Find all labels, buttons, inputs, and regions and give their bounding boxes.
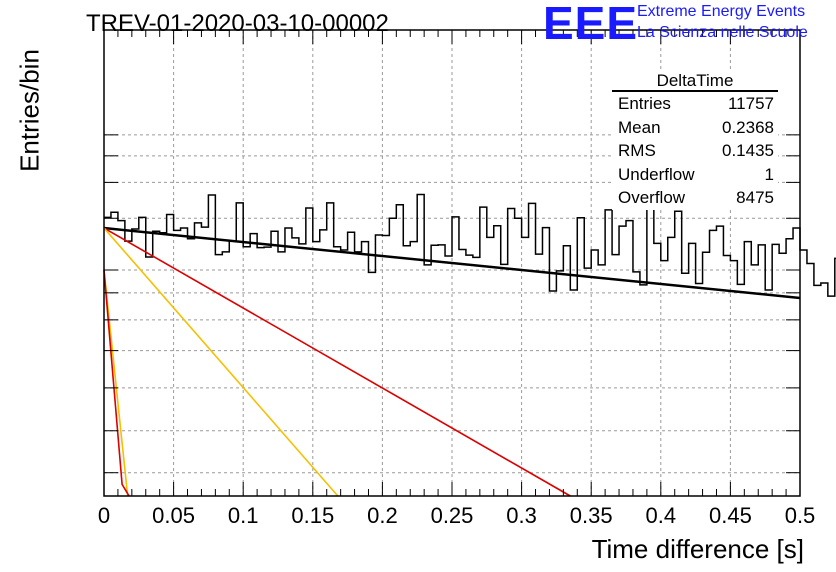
stats-value: 11757: [727, 94, 774, 113]
stats-label: Overflow: [618, 188, 686, 207]
x-tick-label: 0.05: [152, 503, 195, 528]
stats-row: Entries 11757: [612, 92, 778, 116]
x-tick-label: 0: [98, 503, 110, 528]
stats-row: RMS 0.1435: [612, 139, 778, 163]
x-tick-label: 0.15: [291, 503, 334, 528]
x-tick-label: 0.3: [506, 503, 537, 528]
logo-line-1: Extreme Energy Events: [637, 3, 806, 20]
x-tick-label: 0.25: [431, 503, 474, 528]
eee-logo: EEE: [543, 0, 639, 49]
x-axis-label: Time difference [s]: [591, 534, 804, 564]
stats-value: 1: [764, 164, 774, 184]
stats-title: DeltaTime: [612, 72, 778, 92]
stats-value: 8475: [736, 188, 774, 207]
histogram: [104, 193, 836, 297]
stats-label: Mean: [618, 117, 661, 137]
stats-label: RMS: [618, 141, 656, 160]
x-tick-labels: 0 0.05 0.1 0.15 0.2 0.25 0.3 0.35 0.4 0.45 0.5: [98, 503, 815, 528]
fit-line-1: [103, 227, 571, 497]
x-tick-label: 0.1: [228, 503, 259, 528]
stats-label: Underflow: [618, 164, 695, 184]
fit-lines: [103, 226, 801, 497]
x-tick-label: 0.4: [646, 503, 677, 528]
x-tick-label: 0.35: [570, 503, 613, 528]
fit-line-black: [103, 226, 801, 300]
y-axis-label: Entries/bin: [14, 49, 45, 172]
stats-label: Entries: [618, 94, 671, 113]
stats-value: 0.1435: [722, 141, 774, 160]
stats-row: Overflow 8475: [612, 186, 778, 210]
x-tick-label: 0.2: [367, 503, 398, 528]
axes: [103, 29, 801, 497]
fit-line-2: [103, 227, 339, 497]
logo-line-2: La Scienza nelle Scuole: [637, 24, 808, 41]
fit-line-4: [103, 269, 130, 497]
stats-value: 0.2368: [722, 117, 774, 137]
x-tick-label: 0.45: [709, 503, 752, 528]
stats-row: Underflow 1: [612, 163, 778, 187]
chart-title: TREV-01-2020-03-10-00002: [86, 10, 389, 37]
histogram-outline: [104, 193, 836, 297]
stats-row: Mean 0.2368: [612, 116, 778, 140]
x-tick-label: 0.5: [785, 503, 816, 528]
stats-box: DeltaTime Entries 11757 Mean 0.2368 RMS 0.1…: [612, 72, 778, 210]
